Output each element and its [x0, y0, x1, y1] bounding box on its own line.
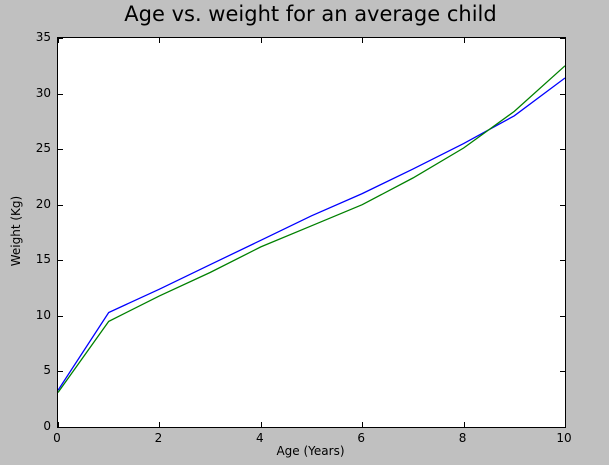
x-axis-label: Age (Years) [276, 444, 345, 458]
y-tick-label: 10 [35, 307, 51, 322]
series-green-line [58, 65, 565, 393]
y-tick-label: 0 [43, 419, 51, 433]
y-tick-label: 5 [43, 363, 51, 378]
y-tick-label: 30 [35, 85, 51, 100]
y-tick-label: 20 [35, 196, 51, 211]
y-axis-label: Weight (Kg) [9, 195, 23, 267]
y-tick-label: 25 [35, 141, 51, 156]
x-tick-label: 2 [154, 431, 163, 445]
x-tick-label: 8 [458, 431, 467, 445]
x-tick-label: 4 [255, 431, 264, 445]
plot-canvas [58, 38, 565, 427]
series-blue-line [58, 77, 565, 391]
plot-area [57, 37, 566, 428]
y-tick-label: 35 [35, 30, 51, 44]
x-tick-label: 6 [357, 431, 366, 445]
x-tick-label: 0 [53, 431, 61, 445]
y-tick-label: 15 [35, 252, 51, 267]
x-tick-label: 10 [556, 431, 572, 445]
chart-title: Age vs. weight for an average child [124, 2, 497, 26]
